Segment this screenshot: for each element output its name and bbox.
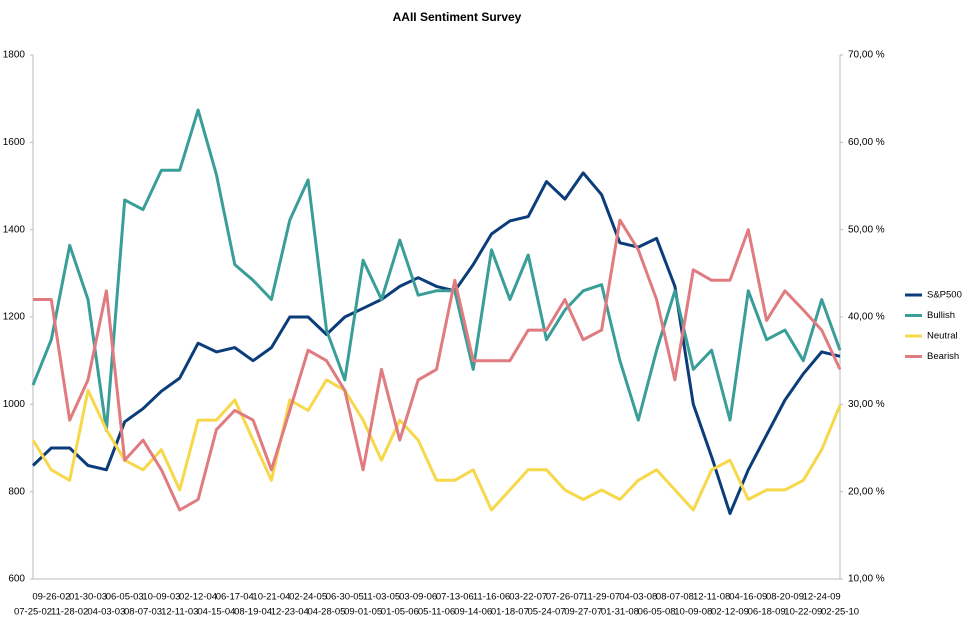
x-tick-label: 10-09-03 bbox=[142, 592, 180, 603]
y2-tick-label: 10,00 % bbox=[848, 574, 885, 585]
x-tick-label: 12-23-04 bbox=[271, 607, 309, 618]
x-tick-label: 02-24-05 bbox=[289, 592, 327, 603]
y2-tick-label: 60,00 % bbox=[848, 137, 885, 148]
x-tick-label: 10-22-09 bbox=[784, 607, 822, 618]
y2-tick-label: 30,00 % bbox=[848, 399, 885, 410]
y-tick-label: 1000 bbox=[3, 399, 26, 410]
x-tick-label: 11-28-02 bbox=[51, 607, 88, 618]
x-tick-label: 09-14-06 bbox=[454, 607, 492, 618]
x-tick-label: 07-25-02 bbox=[14, 607, 52, 618]
x-tick-label: 11-29-07 bbox=[583, 592, 620, 603]
x-tick-label: 09-27-07 bbox=[564, 607, 602, 618]
x-tick-label: 11-16-06 bbox=[473, 592, 510, 603]
x-tick-label: 06-17-04 bbox=[216, 592, 254, 603]
y2-tick-label: 20,00 % bbox=[848, 486, 885, 497]
x-tick-label: 08-19-04 bbox=[234, 607, 272, 618]
y2-tick-label: 40,00 % bbox=[848, 312, 885, 323]
y-tick-label: 600 bbox=[8, 574, 25, 585]
x-tick-label: 11-03-05 bbox=[363, 592, 400, 603]
x-tick-label: 06-30-05 bbox=[326, 592, 364, 603]
x-tick-label: 06-05-08 bbox=[638, 607, 676, 618]
x-tick-label: 01-05-06 bbox=[381, 607, 419, 618]
x-tick-label: 01-31-08 bbox=[601, 607, 639, 618]
x-tick-label: 10-21-04 bbox=[252, 592, 290, 603]
x-tick-label: 10-09-08 bbox=[674, 607, 712, 618]
x-tick-label: 01-30-03 bbox=[69, 592, 107, 603]
series-line bbox=[31, 171, 841, 515]
x-tick-label: 09-26-02 bbox=[32, 592, 70, 603]
x-tick-label: 04-03-03 bbox=[87, 607, 125, 618]
x-tick-label: 02-12-09 bbox=[711, 607, 749, 618]
x-tick-label: 07-13-06 bbox=[436, 592, 474, 603]
y2-tick-label: 70,00 % bbox=[848, 50, 885, 61]
x-tick-label: 02-25-10 bbox=[821, 607, 859, 618]
y-tick-label: 1800 bbox=[3, 50, 26, 61]
legend-label: S&P500 bbox=[927, 290, 962, 301]
x-tick-label: 03-22-07 bbox=[509, 592, 547, 603]
x-tick-label: 05-24-07 bbox=[528, 607, 566, 618]
x-tick-label: 04-15-04 bbox=[197, 607, 235, 618]
y-tick-label: 1200 bbox=[3, 312, 26, 323]
series-line bbox=[33, 218, 842, 512]
x-tick-label: 01-18-07 bbox=[491, 607, 529, 618]
x-tick-label: 06-05-03 bbox=[106, 592, 144, 603]
y2-tick-label: 50,00 % bbox=[848, 224, 885, 235]
chart-title: AAII Sentiment Survey bbox=[393, 10, 522, 24]
y-tick-label: 1600 bbox=[3, 137, 26, 148]
x-tick-label: 12-11-03 bbox=[161, 607, 198, 618]
x-tick-label: 04-28-05 bbox=[307, 607, 345, 618]
x-tick-label: 07-26-07 bbox=[546, 592, 584, 603]
x-tick-label: 09-01-05 bbox=[344, 607, 382, 618]
series-line bbox=[31, 378, 842, 512]
x-tick-label: 04-16-09 bbox=[729, 592, 767, 603]
x-tick-label: 12-24-09 bbox=[803, 592, 841, 603]
y-tick-label: 1400 bbox=[3, 224, 26, 235]
x-tick-label: 04-03-08 bbox=[619, 592, 657, 603]
legend-label: Bullish bbox=[927, 310, 955, 321]
x-tick-label: 05-11-06 bbox=[418, 607, 455, 618]
series-line bbox=[31, 108, 842, 432]
x-tick-label: 03-09-06 bbox=[399, 592, 437, 603]
x-tick-label: 02-12-04 bbox=[179, 592, 217, 603]
x-tick-label: 12-11-08 bbox=[693, 592, 730, 603]
x-tick-label: 08-07-03 bbox=[124, 607, 162, 618]
y-tick-label: 800 bbox=[8, 486, 25, 497]
x-tick-label: 08-07-08 bbox=[656, 592, 694, 603]
x-tick-label: 06-18-09 bbox=[748, 607, 786, 618]
legend-label: Neutral bbox=[927, 331, 958, 342]
x-tick-label: 08-20-09 bbox=[766, 592, 804, 603]
legend-label: Bearish bbox=[927, 351, 959, 362]
